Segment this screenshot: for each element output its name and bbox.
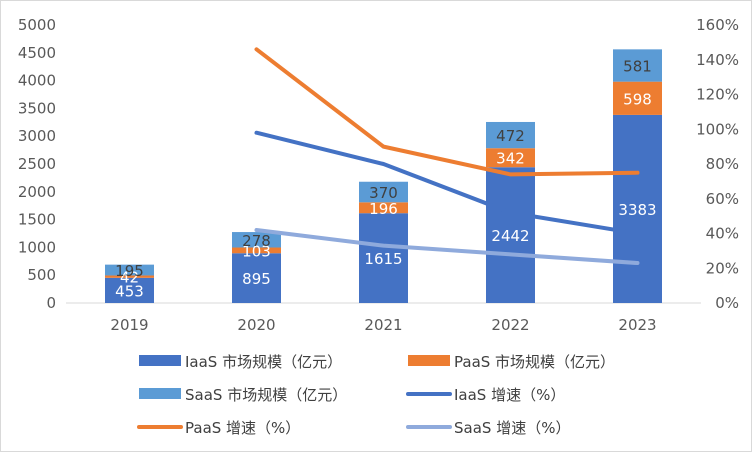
data-label-3: 581 bbox=[623, 58, 652, 76]
y-right-tick-label: 160% bbox=[696, 16, 739, 34]
bar-segment-3 bbox=[613, 49, 662, 82]
legend-label: IaaS 增速（%） bbox=[454, 386, 565, 404]
y-left-tick-label: 2000 bbox=[18, 183, 56, 201]
legend-label: SaaS 增速（%） bbox=[454, 419, 570, 437]
x-tick-label: 2019 bbox=[110, 316, 148, 334]
data-label-1: 895 bbox=[242, 270, 271, 288]
y-left-tick-label: 4000 bbox=[18, 72, 56, 90]
data-label-1: 3383 bbox=[618, 201, 656, 219]
data-label-2: 342 bbox=[496, 150, 525, 168]
bar-segment-3 bbox=[105, 264, 154, 276]
data-label-1: 453 bbox=[115, 282, 144, 300]
data-label-2: 598 bbox=[623, 90, 652, 108]
data-label-3: 370 bbox=[369, 184, 398, 202]
y-left-tick-label: 4500 bbox=[18, 44, 56, 62]
data-label-2: 196 bbox=[369, 200, 398, 218]
bar-segment-2 bbox=[105, 275, 154, 278]
y-left-tick-label: 500 bbox=[27, 266, 56, 284]
legend-swatch bbox=[408, 355, 450, 366]
legend-swatch bbox=[139, 388, 181, 399]
line-series-1 bbox=[254, 130, 640, 236]
line-series-3 bbox=[254, 228, 640, 266]
bar-segment-3 bbox=[359, 181, 408, 203]
bar-segment-2 bbox=[613, 81, 662, 115]
bar-segment-2 bbox=[359, 202, 408, 214]
y-left-tick-label: 1000 bbox=[18, 238, 56, 256]
y-left-tick-label: 0 bbox=[46, 294, 56, 312]
legend-swatch bbox=[139, 355, 181, 366]
y-right-tick-label: 140% bbox=[696, 51, 739, 69]
y-left-tick-label: 5000 bbox=[18, 16, 56, 34]
data-label-3: 195 bbox=[115, 262, 144, 280]
bar-segment-2 bbox=[486, 148, 535, 168]
y-left-tick-label: 2500 bbox=[18, 155, 56, 173]
bar-segment-2 bbox=[232, 247, 281, 254]
bar-segment-1 bbox=[105, 277, 154, 303]
legend-label: PaaS 市场规模（亿元） bbox=[454, 353, 615, 371]
legend-label: SaaS 市场规模（亿元） bbox=[185, 386, 347, 404]
line-series-2 bbox=[254, 47, 640, 177]
y-right-tick-label: 0% bbox=[715, 294, 739, 312]
bar-segment-1 bbox=[232, 253, 281, 303]
y-left-tick-label: 1500 bbox=[18, 211, 56, 229]
bar-segment-1 bbox=[359, 213, 408, 303]
x-tick-label: 2021 bbox=[364, 316, 402, 334]
y-left-tick-label: 3000 bbox=[18, 127, 56, 145]
bar-segment-1 bbox=[486, 167, 535, 303]
y-left-tick-label: 3500 bbox=[18, 99, 56, 117]
x-tick-label: 2020 bbox=[237, 316, 275, 334]
legend-label: PaaS 增速（%） bbox=[185, 419, 300, 437]
y-right-tick-label: 100% bbox=[696, 120, 739, 138]
data-label-2: 42 bbox=[120, 269, 139, 287]
bar-segment-3 bbox=[486, 121, 535, 149]
y-right-tick-label: 60% bbox=[706, 190, 739, 208]
data-label-1: 2442 bbox=[491, 227, 529, 245]
x-tick-label: 2023 bbox=[618, 316, 656, 334]
y-right-tick-label: 20% bbox=[706, 259, 739, 277]
bar-segment-1 bbox=[613, 114, 662, 303]
bar-segment-3 bbox=[232, 232, 281, 248]
y-right-tick-label: 40% bbox=[706, 225, 739, 243]
data-label-1: 1615 bbox=[364, 250, 402, 268]
legend-label: IaaS 市场规模（亿元） bbox=[185, 353, 342, 371]
y-right-tick-label: 120% bbox=[696, 86, 739, 104]
data-label-3: 278 bbox=[242, 232, 271, 250]
data-label-3: 472 bbox=[496, 127, 525, 145]
y-right-tick-label: 80% bbox=[706, 155, 739, 173]
data-label-2: 103 bbox=[242, 242, 271, 260]
x-tick-label: 2022 bbox=[491, 316, 529, 334]
